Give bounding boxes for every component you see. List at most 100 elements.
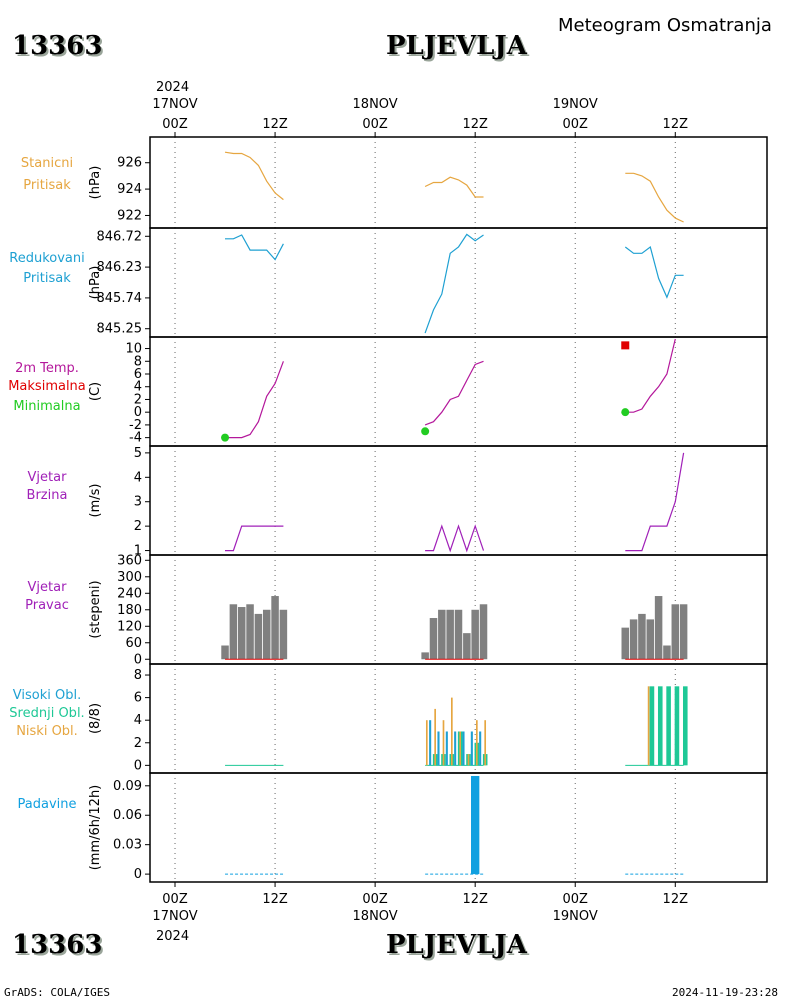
wind-dir-bar bbox=[262, 609, 271, 660]
wind-dir-bar bbox=[229, 604, 238, 660]
min-temp-marker bbox=[421, 427, 430, 436]
hour-label-top: 00Z bbox=[563, 117, 589, 132]
min-temp-marker bbox=[621, 408, 630, 417]
cloud-bar bbox=[437, 731, 440, 766]
date-label-top: 19NOV bbox=[553, 97, 598, 112]
y-tick-label: 6 bbox=[134, 691, 142, 706]
series-line bbox=[624, 245, 684, 299]
station-name-shadow: PLJEVLJA bbox=[388, 33, 530, 63]
y-axis-label: (mm/6h/12h) bbox=[88, 785, 103, 871]
wind-dir-bar bbox=[638, 613, 646, 660]
panel-reduced: 845.25 845.74 846.23 846.72 (hPa) Redukovani P… bbox=[9, 227, 768, 338]
panel-precipitation: 0 0.03 0.06 0.09 (mm/6h/12h) Padavine bbox=[18, 772, 768, 883]
hour-label-top: 12Z bbox=[462, 117, 488, 132]
y-tick-label: 360 bbox=[117, 553, 142, 568]
footer-station-id-shadow: 13363 bbox=[14, 932, 104, 962]
station-id-shadow: 13363 bbox=[14, 33, 104, 63]
hour-label-top: 00Z bbox=[162, 117, 188, 132]
y-axis-label: (hPa) bbox=[88, 266, 103, 300]
cloud-bar bbox=[450, 697, 453, 766]
date-label-bottom: 19NOV bbox=[553, 909, 598, 924]
y-tick-label: 2 bbox=[134, 736, 142, 751]
series-line bbox=[625, 452, 685, 552]
y-tick-label: 3 bbox=[134, 495, 142, 510]
cloud-bar bbox=[647, 686, 650, 766]
y-tick-label: 1 bbox=[134, 544, 142, 559]
series-line bbox=[625, 338, 676, 413]
panel-frame bbox=[149, 227, 768, 338]
y-tick-label: 120 bbox=[117, 619, 142, 634]
panel-frame bbox=[149, 772, 768, 883]
y-tick-label: 0 bbox=[134, 652, 142, 667]
wind-dir-bar bbox=[646, 619, 655, 660]
panel-pressure: 922 924 926 (hPa) Stanicni Pritisak bbox=[21, 136, 768, 229]
panel-frame bbox=[149, 136, 768, 229]
hour-label-bottom: 00Z bbox=[362, 892, 388, 907]
wind-dir-bar bbox=[221, 645, 229, 660]
hour-label-bottom: 12Z bbox=[663, 892, 689, 907]
cloud-bar bbox=[445, 731, 448, 766]
panel-label: Niski Obl. bbox=[16, 724, 78, 739]
panel-label: Pravac bbox=[25, 598, 69, 613]
date-label-bottom: 17NOV bbox=[152, 909, 197, 924]
footer-station-id: 13363 bbox=[12, 930, 102, 960]
cloud-bar bbox=[666, 686, 671, 766]
series-line bbox=[225, 525, 284, 552]
footer-station-name-shadow: PLJEVLJA bbox=[388, 932, 530, 962]
y-tick-label: 6 bbox=[134, 367, 142, 382]
chart-title: Meteogram Osmatranja bbox=[558, 15, 772, 36]
y-axis-label: (hPa) bbox=[88, 166, 103, 200]
date-label-top: 17NOV bbox=[152, 97, 197, 112]
cloud-bar bbox=[462, 731, 465, 766]
panel-label: Brzina bbox=[27, 488, 68, 503]
min-temp-marker bbox=[221, 433, 230, 442]
max-temp-marker bbox=[621, 341, 630, 350]
panel-label: Padavine bbox=[18, 797, 77, 812]
cloud-bar bbox=[479, 731, 482, 766]
wind-dir-bar bbox=[663, 645, 671, 660]
wind-dir-bar bbox=[471, 609, 479, 660]
y-tick-label: 8 bbox=[134, 354, 142, 369]
precip-bar bbox=[471, 775, 480, 875]
cloud-bar bbox=[484, 720, 487, 766]
series-line bbox=[224, 151, 284, 201]
top-year: 2024 bbox=[156, 80, 189, 95]
wind-dir-bar bbox=[429, 618, 438, 660]
y-tick-label: 10 bbox=[125, 342, 142, 357]
y-tick-label: 846.72 bbox=[97, 229, 143, 244]
cloud-bar bbox=[429, 720, 432, 766]
panel-label: Maksimalna bbox=[8, 379, 86, 394]
hour-label-top: 00Z bbox=[362, 117, 388, 132]
wind-dir-bar bbox=[446, 609, 454, 660]
wind-dir-bar bbox=[454, 609, 463, 660]
panel-label: Vjetar bbox=[28, 580, 68, 595]
panel-frame bbox=[149, 445, 768, 556]
series-line bbox=[225, 361, 284, 439]
cloud-bar bbox=[649, 686, 655, 766]
wind-dir-bar bbox=[679, 604, 688, 660]
y-tick-label: 924 bbox=[117, 182, 142, 197]
y-tick-label: 4 bbox=[134, 713, 142, 728]
y-tick-label: 0 bbox=[134, 405, 142, 420]
y-tick-label: 2 bbox=[134, 519, 142, 534]
cloud-bar bbox=[470, 731, 473, 766]
series-line bbox=[424, 176, 484, 198]
y-tick-label: 922 bbox=[117, 208, 142, 223]
cloud-bar bbox=[459, 731, 462, 766]
y-axis-label: (8/8) bbox=[88, 703, 103, 734]
cloud-bar bbox=[442, 720, 445, 766]
panel-label: Stanicni bbox=[21, 156, 73, 171]
y-tick-label: 2 bbox=[134, 392, 142, 407]
series-line bbox=[225, 234, 284, 261]
y-tick-label: 845.25 bbox=[97, 322, 143, 337]
y-tick-label: 240 bbox=[117, 586, 142, 601]
cloud-bar bbox=[476, 720, 478, 766]
wind-dir-bar bbox=[621, 627, 630, 660]
panel-label: Srednji Obl. bbox=[9, 706, 84, 721]
y-tick-label: 846.23 bbox=[97, 260, 143, 275]
wind-dir-bar bbox=[654, 596, 663, 660]
station-name: PLJEVLJA bbox=[386, 31, 528, 61]
